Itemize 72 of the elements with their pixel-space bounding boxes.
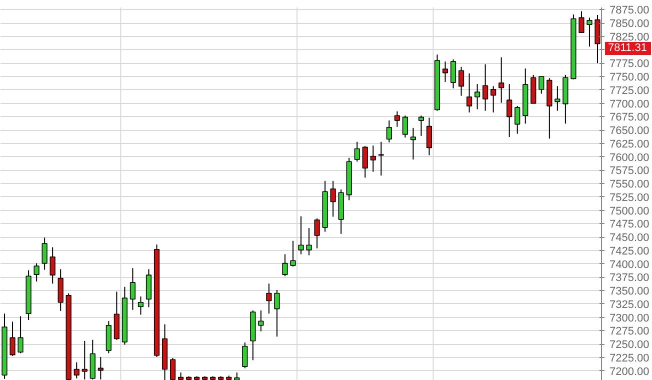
candlestick	[330, 180, 336, 218]
y-tick-label: 7200.00	[610, 366, 650, 378]
y-tick-label: 7625.00	[610, 138, 650, 150]
candlestick	[394, 110, 400, 128]
candlestick	[282, 254, 288, 277]
y-tick-label: 7425.00	[610, 245, 650, 258]
candlestick	[298, 216, 304, 255]
y-tick-label: 7500.00	[610, 205, 650, 218]
y-tick-label: 7550.00	[610, 178, 650, 191]
candlestick	[82, 340, 88, 380]
y-tick-label: 7775.00	[610, 58, 650, 70]
candlestick	[138, 296, 144, 316]
candlestick	[450, 58, 456, 89]
y-tick-label: 7825.00	[610, 31, 650, 44]
candlestick	[482, 64, 488, 112]
candlestick	[74, 362, 80, 379]
y-tick-label: 7875.00	[610, 4, 650, 17]
candlestick	[410, 127, 416, 160]
y-tick-label: 7725.00	[610, 84, 650, 97]
candlestick	[466, 72, 472, 113]
candlestick	[242, 342, 248, 369]
candlestick	[266, 283, 272, 314]
y-tick-label: 7675.00	[610, 112, 650, 124]
candlestick	[50, 246, 56, 284]
y-tick-label: 7375.00	[610, 272, 650, 284]
candlestick	[18, 316, 24, 354]
y-tick-label: 7350.00	[610, 286, 650, 298]
candlestick	[362, 146, 368, 178]
candlestick	[274, 290, 280, 338]
candlestick	[458, 66, 464, 96]
y-tick-label: 7450.00	[610, 232, 650, 244]
candlestick	[506, 84, 512, 138]
y-tick-label: 7600.00	[610, 152, 650, 164]
candlestick	[586, 17, 592, 48]
y-tick-label: 7400.00	[610, 258, 650, 271]
candlestick	[130, 268, 136, 310]
candlestick	[442, 61, 448, 82]
candlestick	[426, 117, 432, 156]
candlestick	[402, 115, 408, 138]
candlestick	[578, 10, 584, 34]
y-tick-label: 7525.00	[610, 192, 650, 204]
y-tick-label: 7325.00	[610, 298, 650, 311]
candlestick	[34, 262, 40, 282]
candlestick	[514, 105, 520, 134]
candlestick	[554, 86, 560, 112]
candlestick	[42, 237, 48, 270]
y-tick-label: 7475.00	[610, 218, 650, 231]
candlestick	[290, 240, 296, 268]
y-tick-label: 7700.00	[610, 98, 650, 110]
candlestick	[170, 358, 176, 380]
y-tick-label: 7575.00	[610, 165, 650, 178]
y-tick-label: 7650.00	[610, 125, 650, 138]
candlestick	[538, 76, 544, 94]
candlestick	[594, 14, 600, 64]
candlestick	[258, 310, 264, 332]
candlestick	[370, 145, 376, 172]
candlestick	[10, 321, 16, 356]
y-tick-label: 7275.00	[610, 326, 650, 338]
y-tick-label: 7250.00	[610, 339, 650, 352]
y-tick-label: 7300.00	[610, 312, 650, 324]
candlestick	[314, 218, 320, 249]
candlestick	[386, 120, 392, 143]
text: 7811.31	[608, 42, 647, 55]
candlestick	[490, 86, 496, 113]
y-tick-label: 7850.00	[610, 18, 650, 30]
candlestick	[354, 141, 360, 162]
candlestick	[474, 84, 480, 110]
y-tick-label: 7750.00	[610, 72, 650, 84]
y-tick-label: 7225.00	[610, 352, 650, 364]
candlestick	[418, 115, 424, 136]
candlestick	[498, 56, 504, 104]
candlestick	[306, 227, 312, 256]
